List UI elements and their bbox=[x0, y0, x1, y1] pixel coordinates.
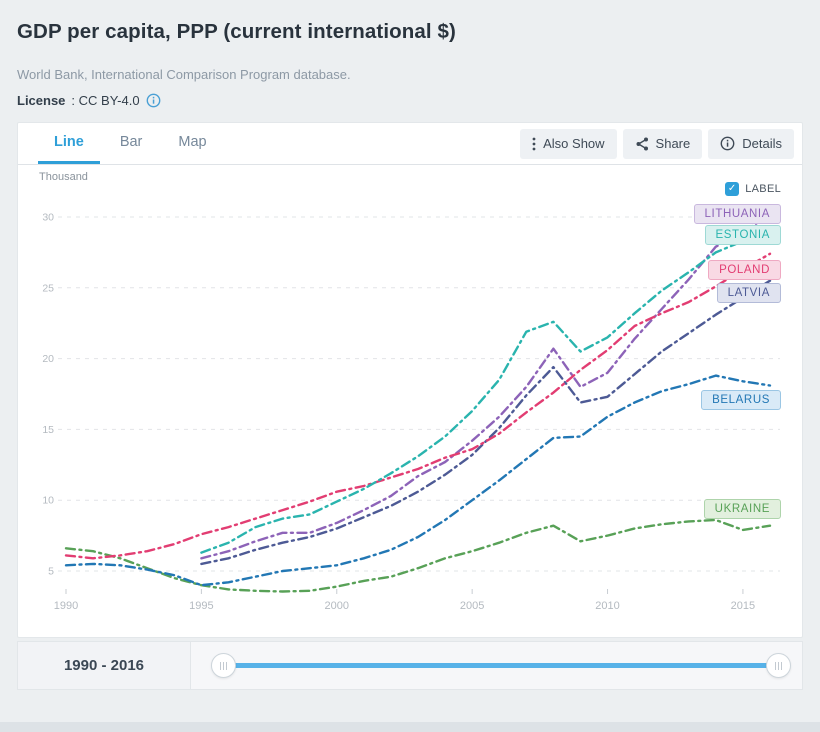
slider-handle-start[interactable] bbox=[211, 653, 236, 678]
series-line-estonia bbox=[200, 231, 772, 554]
vertical-dots-icon bbox=[532, 137, 536, 150]
year-range-slider[interactable] bbox=[191, 642, 802, 689]
page: GDP per capita, PPP (current internation… bbox=[17, 20, 803, 690]
label-checkbox-checked[interactable]: ✓ bbox=[725, 182, 740, 196]
y-tick-15: 15 bbox=[42, 424, 54, 436]
x-tick-1995: 1995 bbox=[189, 600, 213, 612]
x-tick-2000: 2000 bbox=[325, 600, 349, 612]
year-range-label: 1990 - 2016 bbox=[18, 642, 191, 689]
series-line-belarus bbox=[64, 374, 772, 587]
country-label-estonia[interactable]: ESTONIA bbox=[704, 225, 781, 246]
y-axis-unit: Thousand bbox=[39, 171, 88, 183]
series-line-poland bbox=[64, 252, 772, 560]
tab-bar-chart[interactable]: Bar bbox=[119, 134, 143, 150]
country-label-latvia[interactable]: LATVIA bbox=[716, 283, 781, 304]
tab-bar: Line Bar Map Also Show Share bbox=[18, 123, 802, 165]
x-tick-2015: 2015 bbox=[731, 600, 755, 612]
chart-card: Line Bar Map Also Show Share bbox=[17, 122, 803, 638]
y-tick-10: 10 bbox=[42, 495, 54, 507]
also-show-button[interactable]: Also Show bbox=[520, 128, 617, 159]
series-line-latvia bbox=[200, 279, 772, 566]
also-show-label: Also Show bbox=[543, 136, 605, 151]
tab-map[interactable]: Map bbox=[178, 134, 207, 150]
x-tick-2005: 2005 bbox=[460, 600, 484, 612]
country-label-poland[interactable]: POLAND bbox=[708, 260, 781, 281]
license-label: License bbox=[17, 93, 66, 108]
page-bottom-strip bbox=[0, 722, 820, 732]
country-label-ukraine[interactable]: UKRAINE bbox=[703, 499, 781, 520]
country-label-lithuania[interactable]: LITHUANIA bbox=[693, 203, 781, 224]
y-tick-5: 5 bbox=[48, 566, 54, 578]
details-button[interactable]: Details bbox=[708, 128, 794, 159]
x-tick-1990: 1990 bbox=[54, 600, 78, 612]
y-tick-30: 30 bbox=[42, 212, 54, 224]
source-subtitle: World Bank, International Comparison Pro… bbox=[17, 67, 351, 82]
slider-track[interactable] bbox=[223, 663, 778, 668]
slider-handle-end[interactable] bbox=[766, 653, 791, 678]
license-info-icon[interactable] bbox=[146, 93, 161, 108]
plot-svg: 5 10 15 20 25 30 1990 1995 2000 2005 2010 2015 bbox=[42, 212, 780, 612]
tab-line[interactable]: Line bbox=[38, 123, 100, 164]
share-icon bbox=[636, 137, 648, 150]
details-label: Details bbox=[742, 136, 782, 151]
license-value: : CC BY-4.0 bbox=[71, 93, 140, 108]
series-line-ukraine bbox=[64, 518, 772, 593]
share-label: Share bbox=[655, 136, 691, 151]
share-button[interactable]: Share bbox=[622, 128, 703, 159]
label-toggle-text: LABEL bbox=[745, 183, 781, 195]
series-line-lithuania bbox=[200, 213, 772, 560]
y-tick-20: 20 bbox=[42, 353, 54, 365]
page-title: GDP per capita, PPP (current internation… bbox=[17, 20, 456, 43]
y-tick-25: 25 bbox=[42, 282, 54, 294]
label-toggle[interactable]: ✓ LABEL bbox=[725, 182, 781, 196]
license-row: License : CC BY-4.0 bbox=[17, 93, 803, 108]
year-range-slider-row: 1990 - 2016 bbox=[17, 641, 803, 690]
x-tick-2010: 2010 bbox=[595, 600, 619, 612]
country-label-belarus[interactable]: BELARUS bbox=[701, 390, 781, 410]
toolbar: Also Show Share Details bbox=[520, 123, 802, 164]
info-circle-icon bbox=[720, 136, 735, 151]
line-chart: Thousand ✓ LABEL 5 10 15 20 25 30 1990 1995 2000… bbox=[18, 165, 802, 637]
